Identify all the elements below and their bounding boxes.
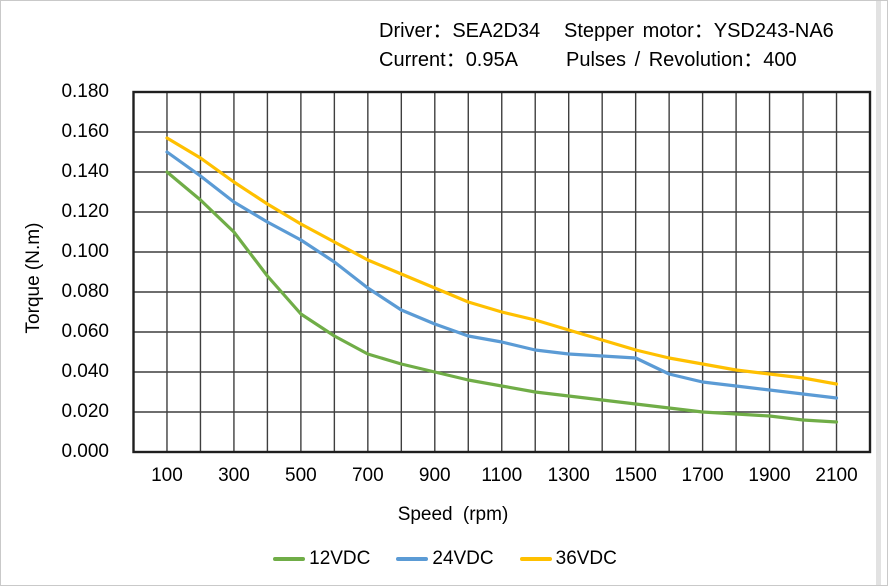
x-tick-label: 1300 [547,465,590,486]
x-tick-label: 900 [418,465,451,486]
x-tick-label: 2100 [815,465,858,486]
x-tick-label: 1700 [681,465,724,486]
y-tick-label: 0.160 [61,121,109,142]
plot-border [132,90,872,454]
y-axis-title: Torque (N.m) [23,222,44,334]
legend-item-36VDC: 36VDC [519,548,617,570]
header-driver: Driver：SEA2D34 [379,20,541,42]
y-tick-label: 0.080 [61,281,109,302]
x-tick-label: 1500 [614,465,657,486]
legend-line-swatch [396,557,429,561]
x-tick-label: 1900 [748,465,791,486]
y-tick-label: 0.100 [61,241,109,262]
legend-label: 24VDC [432,548,494,569]
y-tick-label: 0.140 [61,161,109,182]
window-edge-strip [876,1,881,585]
y-tick-label: 0.060 [61,321,109,342]
header-motor: Stepper motor：YSD243-NA6 [564,20,834,42]
header-pulses: Pulses / Revolution：400 [566,49,797,71]
x-tick-label: 500 [285,465,317,486]
x-tick-label: 1100 [481,465,523,486]
legend-line-swatch [273,557,306,561]
legend-label: 36VDC [555,548,617,569]
x-axis-title: Speed (rpm) [397,504,509,525]
y-tick-label: 0.020 [61,401,109,422]
y-tick-label: 0.180 [61,81,109,102]
legend-label: 12VDC [309,548,371,569]
series-line-12VDC [165,170,839,424]
series-line-36VDC [165,136,839,386]
x-tick-label: 100 [151,465,183,486]
y-tick-label: 0.000 [61,441,109,462]
legend-line-swatch [519,557,552,561]
legend-item-12VDC: 12VDC [273,548,370,570]
y-tick-label: 0.120 [61,201,109,222]
x-tick-label: 300 [218,465,250,486]
x-axis-tick-labels: 100 300 500 700 900 1100 1300 1500 1700 1900 2100 [1,465,887,489]
y-tick-label: 0.040 [61,361,109,382]
header-current: Current：0.95A [379,49,518,71]
chart-legend: 12VDC 24VDC 36VDC [1,548,887,570]
legend-item-24VDC: 24VDC [396,548,494,570]
x-tick-label: 700 [351,465,384,486]
series-line-24VDC [165,150,839,400]
